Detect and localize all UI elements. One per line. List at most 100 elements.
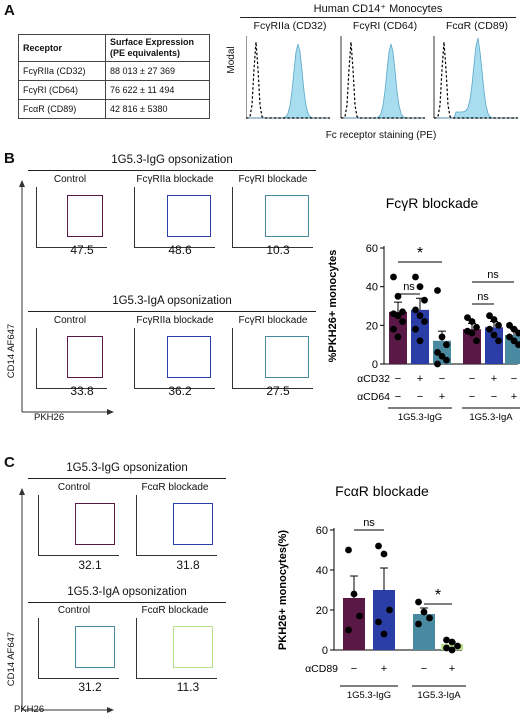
data-point <box>515 341 520 349</box>
y-tick-label: 20 <box>316 605 328 617</box>
y-tick-label: 0 <box>372 359 378 371</box>
hist-y-label: Modal <box>226 46 237 74</box>
table-row: FcγRIIa (CD32) 88 013 ± 27 369 <box>18 61 210 81</box>
data-point <box>350 590 358 598</box>
facs-percentage: 48.6 <box>168 243 192 257</box>
group-label: 1G5.3-IgA <box>469 412 513 423</box>
data-point <box>495 321 502 329</box>
data-point <box>495 337 502 345</box>
fcgr-blockade-chart: FcγR blockade 0 20 40 60 %PKH26+ monocytes ns… <box>327 195 520 423</box>
hist-x-label: Fc receptor staining (PE) <box>325 130 437 141</box>
table-cell: FcγRI (CD64) <box>18 80 106 100</box>
significance-label: ns <box>403 281 415 293</box>
data-point <box>473 323 480 331</box>
data-point <box>468 329 476 337</box>
hist-title-cd64: FcγRI (CD64) <box>352 20 418 32</box>
bar <box>485 327 503 364</box>
table-cell: FcγRIIa (CD32) <box>18 61 106 81</box>
c-iga-underline <box>28 602 226 603</box>
data-point <box>380 550 388 558</box>
data-point <box>416 283 424 291</box>
hist-title-cd32: FcγRIIa (CD32) <box>253 20 327 32</box>
data-point <box>506 333 513 341</box>
hist-title-cd89: FcαR (CD89) <box>445 20 509 32</box>
facs-gate <box>67 195 103 237</box>
b-igg-header: 1G5.3-IgG opsonization <box>111 154 233 166</box>
significance-label: * <box>417 245 423 262</box>
fcar-blockade-chart: FcαR blockade 0 20 40 60 PKH26+ monocytes(%)… <box>277 483 466 701</box>
data-point <box>412 325 419 333</box>
data-point <box>426 614 433 622</box>
b-y-axis-label: CD14 AF647 <box>6 323 17 379</box>
significance-label: ns <box>477 291 489 303</box>
facs-gate <box>67 336 103 378</box>
receptor-table: Receptor Surface Expression (PE equivale… <box>18 34 210 119</box>
facs-percentage: 32.1 <box>78 558 102 572</box>
facs-gate <box>75 626 115 668</box>
data-point <box>420 608 428 616</box>
b-plot-title: Control <box>53 315 87 326</box>
treatment-sign: + <box>381 663 387 675</box>
facs-percentage: 10.3 <box>266 243 290 257</box>
table-header-expression: Surface Expression (PE equivalents) <box>105 34 210 62</box>
treatment-sign: + <box>511 391 517 403</box>
data-point <box>434 360 441 368</box>
treatment-sign: − <box>491 391 497 403</box>
bar <box>343 598 365 650</box>
header-underline <box>240 17 516 18</box>
table-row: FcγRI (CD64) 76 622 ± 11 494 <box>18 80 210 100</box>
y-tick-label: 60 <box>366 243 378 255</box>
data-point <box>468 318 476 325</box>
treatment-sign: − <box>351 663 357 675</box>
facs-gate <box>75 503 115 545</box>
data-point <box>345 546 352 554</box>
c-iga-header: 1G5.3-IgA opsonization <box>67 586 187 598</box>
data-point <box>486 312 493 320</box>
treatment-row-label: αCD64 <box>357 391 390 403</box>
treatment-sign: − <box>469 373 475 385</box>
data-point <box>394 312 402 320</box>
data-point <box>510 325 518 333</box>
data-point <box>454 642 461 650</box>
stained-histogram <box>434 37 518 119</box>
facs-percentage: 31.2 <box>78 680 102 694</box>
b-iga-underline <box>28 311 316 312</box>
data-point <box>443 636 450 644</box>
data-point <box>510 337 518 345</box>
c-plot-title: FcαR blockade <box>141 482 209 493</box>
facs-gate <box>167 195 211 237</box>
c-y-axis-label: CD14 AF647 <box>6 631 17 687</box>
y-tick-label: 60 <box>316 525 328 537</box>
treatment-row-label: αCD32 <box>357 373 390 385</box>
facs-plot <box>36 328 107 389</box>
facs-plot <box>136 495 217 556</box>
b-axes-arrows <box>19 180 114 415</box>
data-point <box>356 612 363 620</box>
treatment-sign: − <box>395 391 401 403</box>
b-plot-title: FcγRIIa blockade <box>136 174 214 185</box>
panel-a-label: A <box>4 2 15 19</box>
data-point <box>506 321 513 329</box>
y-tick-label: 40 <box>366 282 378 294</box>
data-point <box>380 630 388 638</box>
c-plot-title: FcαR blockade <box>141 605 209 616</box>
facs-plot <box>38 495 119 556</box>
y-tick-label: 40 <box>316 565 328 577</box>
histograms <box>246 36 518 119</box>
c-plot-title: Control <box>57 605 91 616</box>
facs-plot <box>136 618 217 679</box>
table-header-receptor: Receptor <box>18 34 106 62</box>
data-point <box>515 329 520 337</box>
data-point <box>412 273 419 281</box>
treatment-sign: − <box>417 391 423 403</box>
treatment-sign: + <box>439 391 445 403</box>
data-point <box>448 646 456 654</box>
data-point <box>412 306 419 314</box>
b-x-axis-label: PKH26 <box>34 412 65 423</box>
facs-percentage: 36.2 <box>168 384 192 398</box>
data-point <box>399 308 406 316</box>
significance-label: * <box>435 587 441 604</box>
facs-percentage: 11.3 <box>176 680 200 694</box>
panel-b-label: B <box>4 150 15 167</box>
group-label: 1G5.3-IgA <box>417 690 461 701</box>
